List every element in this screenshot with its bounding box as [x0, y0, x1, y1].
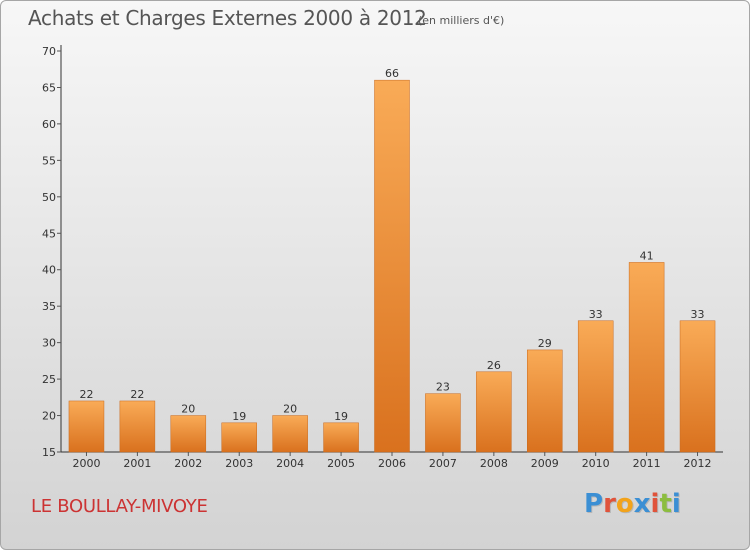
- x-tick-label: 2008: [480, 457, 508, 470]
- y-tick-label: 55: [42, 154, 56, 167]
- bar-value-label: 29: [538, 337, 552, 350]
- y-tick-label: 15: [42, 446, 56, 459]
- bar-2003: [221, 422, 257, 453]
- bar-2010: [577, 320, 614, 453]
- x-tick-label: 2004: [276, 457, 304, 470]
- logo-letter: t: [659, 489, 672, 519]
- chart-title: Achats et Charges Externes 2000 à 2012: [28, 6, 427, 30]
- proxiti-logo[interactable]: Proxiti: [584, 489, 681, 519]
- bar-2005: [323, 422, 359, 453]
- y-tick-label: 70: [42, 45, 56, 58]
- bar-2002: [170, 415, 207, 453]
- bar-2008: [476, 371, 512, 453]
- logo-letter: o: [615, 489, 634, 519]
- bar-value-label: 19: [334, 410, 348, 423]
- logo-letter: r: [603, 489, 616, 519]
- bar-2006: [374, 79, 410, 453]
- bar-value-label: 66: [385, 67, 399, 80]
- y-tick-label: 40: [42, 264, 56, 277]
- x-tick-label: 2010: [582, 457, 610, 470]
- y-tick-label: 65: [42, 81, 56, 94]
- y-tick-label: 20: [42, 410, 56, 423]
- y-tick-label: 60: [42, 118, 56, 131]
- bar-value-label: 23: [436, 381, 450, 394]
- bar-2004: [272, 415, 308, 453]
- y-tick-label: 25: [42, 373, 56, 386]
- bar-2001: [119, 400, 156, 453]
- x-tick-label: 2003: [225, 457, 253, 470]
- y-tick-label: 45: [42, 227, 56, 240]
- x-tick-label: 2009: [531, 457, 559, 470]
- y-tick-label: 50: [42, 191, 56, 204]
- commune-name: LE BOULLAY-MIVOYE: [31, 496, 208, 517]
- x-tick-label: 2001: [123, 457, 151, 470]
- bar-2007: [425, 393, 461, 453]
- bar-value-label: 20: [181, 403, 195, 416]
- bar-value-label: 22: [79, 388, 93, 401]
- y-tick-label: 35: [42, 300, 56, 313]
- chart-subtitle: (en milliers d'€): [418, 14, 505, 27]
- y-tick-label: 30: [42, 337, 56, 350]
- x-tick-label: 2012: [684, 457, 712, 470]
- bar-value-label: 19: [232, 410, 246, 423]
- bar-2000: [68, 400, 105, 453]
- bar-value-label: 33: [589, 308, 603, 321]
- x-tick-label: 2000: [72, 457, 100, 470]
- bar-2009: [527, 349, 563, 453]
- bar-value-label: 22: [130, 388, 144, 401]
- bar-value-label: 20: [283, 403, 297, 416]
- logo-letter: P: [584, 489, 604, 519]
- x-tick-label: 2005: [327, 457, 355, 470]
- x-tick-label: 2006: [378, 457, 406, 470]
- logo-letter: i: [671, 489, 681, 519]
- logo-letter: i: [650, 489, 660, 519]
- bar-value-label: 33: [691, 308, 705, 321]
- bar-2011: [628, 262, 665, 453]
- x-tick-label: 2002: [174, 457, 202, 470]
- logo-letter: x: [633, 489, 651, 519]
- bar-value-label: 26: [487, 359, 501, 372]
- bar-value-label: 41: [640, 249, 654, 262]
- x-tick-label: 2007: [429, 457, 457, 470]
- bar-2012: [679, 320, 716, 453]
- x-tick-label: 2011: [633, 457, 661, 470]
